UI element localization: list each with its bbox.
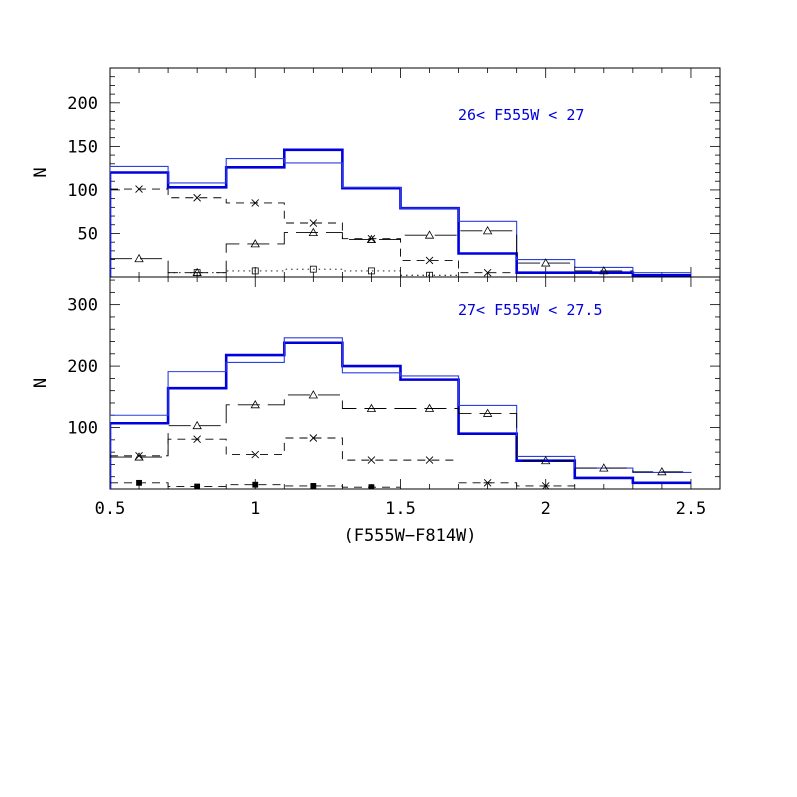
- bottom-y-tick-label: 100: [67, 419, 98, 439]
- top-point-square: [368, 267, 375, 275]
- bottom-series-line: [110, 337, 692, 489]
- top-point-triangle: [250, 239, 260, 248]
- top-y-tick-label: 50: [78, 224, 98, 244]
- top-series-line: [110, 230, 633, 274]
- top-point-square: [251, 267, 259, 275]
- bottom-series-line: [458, 482, 575, 487]
- x-tick-label: 1.5: [385, 499, 416, 519]
- bottom-point-filled-square: [368, 484, 375, 489]
- x-tick-label: 0.5: [95, 499, 126, 519]
- top-point-triangle: [541, 258, 551, 267]
- bottom-series-dash-cross: [110, 434, 459, 464]
- bottom-point-triangle: [482, 408, 493, 417]
- bottom-point-triangle: [192, 420, 202, 430]
- top-series-longdash-triangle: [110, 226, 633, 277]
- bottom-series-thin-solid: [110, 337, 692, 489]
- bottom-series-line: [110, 341, 691, 489]
- bottom-y-tick-label: 300: [67, 296, 98, 316]
- bottom-series-dash-filled-square: [110, 479, 401, 489]
- bottom-point-filled-square: [194, 483, 201, 489]
- bottom-series-dash-star: [458, 479, 575, 489]
- bottom-series-line: [110, 394, 691, 473]
- top-point-cross: [483, 268, 492, 277]
- bottom-series-thick-solid: [110, 341, 691, 489]
- top-y-tick-label: 200: [67, 94, 98, 114]
- bottom-point-cross: [367, 456, 376, 464]
- top-series-dotted-square: [168, 265, 459, 277]
- bottom-series-line: [110, 437, 459, 461]
- bottom-axis-ticks: [109, 277, 721, 489]
- top-point-triangle: [482, 226, 493, 235]
- bottom-point-cross: [425, 456, 434, 464]
- top-point-triangle: [134, 253, 144, 263]
- top-point-square: [426, 271, 433, 277]
- bottom-point-filled-square: [252, 481, 259, 488]
- x-tick-label: 1: [250, 499, 260, 519]
- bottom-y-tick-label: 200: [67, 357, 98, 377]
- top-point-triangle: [599, 266, 609, 275]
- top-point-triangle: [308, 227, 319, 236]
- bottom-point-triangle: [134, 452, 144, 461]
- top-y-tick-label: 100: [67, 181, 98, 201]
- bottom-point-star: [483, 479, 492, 487]
- top-y-axis-title: N: [31, 167, 51, 177]
- bottom-point-cross: [309, 434, 318, 442]
- x-axis-title: (F555W−F814W): [343, 526, 476, 546]
- bottom-point-triangle: [599, 463, 609, 472]
- bottom-point-triangle: [424, 403, 435, 412]
- bottom-plot-frame: [109, 276, 721, 490]
- bottom-series-longdash-triangle: [110, 390, 691, 476]
- top-series-thick-solid: [110, 148, 691, 277]
- top-series-line: [110, 188, 517, 274]
- top-series-dash-cross: [110, 185, 517, 277]
- top-axis-ticks: [109, 68, 721, 277]
- top-series-line: [110, 158, 691, 277]
- bottom-point-triangle: [541, 455, 551, 465]
- top-y-tick-label: 150: [67, 137, 98, 157]
- top-point-cross: [251, 199, 260, 207]
- bottom-point-triangle: [366, 403, 377, 412]
- bottom-point-triangle: [308, 390, 319, 399]
- top-series-line: [168, 268, 459, 276]
- top-point-triangle: [424, 230, 435, 239]
- bottom-histogram-panel: 100 200 300 N 0.5 1 1.5 2 2.5 27< F555W < 27.5: [31, 276, 721, 519]
- top-point-cross: [135, 185, 143, 193]
- bottom-point-cross: [135, 451, 143, 460]
- top-point-square: [193, 269, 201, 277]
- top-point-square: [309, 265, 317, 273]
- bottom-panel-label: 27< F555W < 27.5: [458, 301, 603, 319]
- top-point-cross: [309, 219, 318, 227]
- bottom-y-axis-title: N: [31, 378, 51, 388]
- bottom-point-cross: [251, 450, 260, 459]
- top-series-thin-solid: [110, 158, 691, 277]
- bottom-point-triangle: [250, 400, 260, 409]
- bottom-point-filled-square: [136, 479, 142, 486]
- bottom-point-star: [541, 482, 550, 489]
- bottom-series-line: [110, 482, 401, 488]
- top-point-cross: [193, 193, 201, 202]
- x-tick-label: 2.5: [676, 499, 707, 519]
- top-point-triangle: [366, 234, 377, 243]
- bottom-point-cross: [193, 435, 201, 444]
- top-point-cross: [425, 256, 434, 265]
- top-point-cross: [367, 234, 376, 243]
- bottom-point-filled-square: [310, 483, 317, 489]
- top-series-line: [110, 148, 691, 277]
- x-tick-label: 2: [541, 499, 551, 519]
- top-panel-label: 26< F555W < 27: [458, 106, 584, 124]
- top-histogram-panel: 50 100 150 200 N 26< F555W < 27: [31, 67, 721, 278]
- top-plot-frame: [109, 67, 721, 278]
- bottom-point-triangle: [657, 466, 667, 476]
